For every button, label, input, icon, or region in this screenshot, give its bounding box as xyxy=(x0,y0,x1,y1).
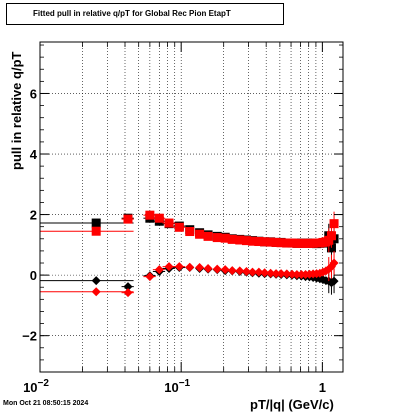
data-point-square xyxy=(203,231,213,241)
axis-layer: −2 0 2 4 6 10−2 10−1 1 xyxy=(22,41,344,395)
y-tick-label: 2 xyxy=(30,208,37,223)
data-point-diamond xyxy=(174,262,184,272)
data-point-diamond xyxy=(241,266,251,276)
grid-layer xyxy=(39,42,343,372)
data-point-square xyxy=(154,213,164,223)
data-point-diamond xyxy=(248,267,258,277)
data-point-square xyxy=(260,237,270,247)
data-point-square xyxy=(91,218,101,228)
y-tick-label: 6 xyxy=(30,86,37,101)
data-point-diamond xyxy=(123,288,133,298)
data-point-square xyxy=(212,233,222,243)
data-point-square xyxy=(145,210,155,220)
data-point-square xyxy=(235,235,245,245)
data-point-square xyxy=(326,243,336,253)
data-point-square xyxy=(329,219,339,229)
data-point-square xyxy=(227,234,237,244)
data-point-diamond xyxy=(145,272,155,282)
data-point-diamond xyxy=(329,276,339,286)
timestamp: Mon Oct 21 08:50:15 2024 xyxy=(3,400,89,407)
chart-title: Fitted pull in relative q/pT for Global … xyxy=(6,3,284,25)
data-point-diamond xyxy=(260,268,270,278)
data-point-diamond xyxy=(276,269,286,279)
x-tick-label: 10−2 xyxy=(23,378,49,395)
data-point-square xyxy=(326,231,336,241)
y-tick-label: −2 xyxy=(22,329,37,344)
data-point-diamond xyxy=(271,269,281,279)
data-point-square xyxy=(254,237,264,247)
data-point-square xyxy=(174,222,184,232)
y-axis-label: pull in relative q/pT xyxy=(9,51,24,170)
data-point-diamond xyxy=(282,269,292,279)
data-point-diamond xyxy=(220,265,230,275)
data-point-diamond xyxy=(195,263,205,273)
x-tick-label: 10−1 xyxy=(164,378,190,395)
data-point-square xyxy=(241,236,251,246)
plot-frame xyxy=(39,41,344,373)
data-point-diamond xyxy=(287,269,297,279)
data-point-diamond xyxy=(91,276,101,286)
data-point-square xyxy=(266,237,276,247)
x-tick-label: 1 xyxy=(319,380,326,395)
data-point-square xyxy=(164,218,174,228)
data-point-diamond xyxy=(329,258,339,268)
data-point-diamond xyxy=(235,266,245,276)
data-point-square xyxy=(195,229,205,239)
data-point-diamond xyxy=(164,262,174,272)
data-point-square xyxy=(185,227,195,237)
data-point-square xyxy=(271,237,281,247)
data-point-square xyxy=(248,236,258,246)
series-layer xyxy=(40,210,339,298)
data-point-square xyxy=(287,238,297,248)
x-axis-label: pT/|q| (GeV/c) xyxy=(250,397,334,412)
data-point-diamond xyxy=(91,287,101,297)
data-point-square xyxy=(324,235,334,245)
data-point-square xyxy=(220,233,230,243)
data-point-diamond xyxy=(254,267,264,277)
data-point-square xyxy=(276,238,286,248)
data-point-diamond xyxy=(227,266,237,276)
data-point-diamond xyxy=(212,264,222,274)
data-point-diamond xyxy=(266,268,276,278)
data-point-diamond xyxy=(185,262,195,272)
data-point-diamond xyxy=(154,265,164,275)
y-tick-label: 0 xyxy=(30,268,37,283)
data-point-square xyxy=(282,238,292,248)
data-point-diamond xyxy=(203,263,213,273)
data-point-diamond xyxy=(123,282,133,292)
data-point-square xyxy=(123,214,133,224)
data-point-square xyxy=(91,226,101,236)
y-tick-label: 4 xyxy=(30,147,38,162)
